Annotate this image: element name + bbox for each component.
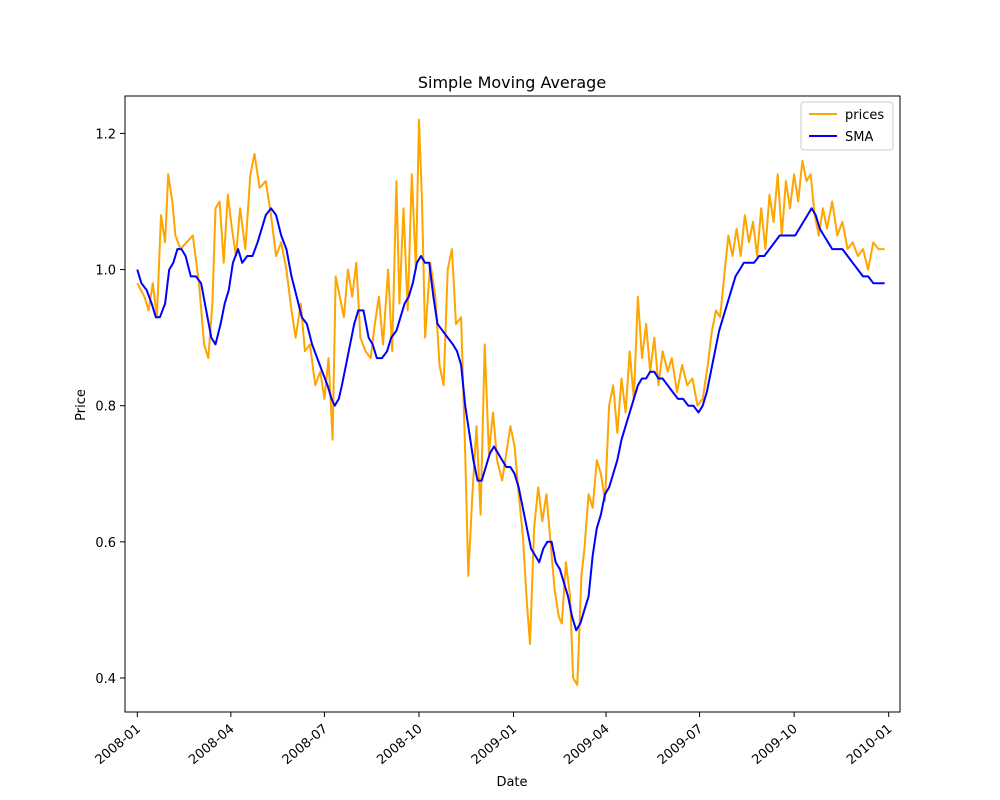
y-tick-label: 0.8 xyxy=(95,400,116,415)
legend-label-sma: SMA xyxy=(845,130,873,145)
y-tick-label: 1.0 xyxy=(95,264,116,279)
y-tick-label: 0.4 xyxy=(95,672,116,687)
series-line-prices xyxy=(136,118,885,686)
y-axis-label: Price xyxy=(74,389,89,421)
plot-area xyxy=(136,118,885,686)
series-line-sma xyxy=(136,207,885,632)
axes-frame xyxy=(124,95,901,713)
legend-label-prices: prices xyxy=(845,108,884,123)
x-axis-label: Date xyxy=(496,775,527,790)
y-tick-label: 0.6 xyxy=(95,536,116,551)
y-axis: 0.4 0.6 0.8 1.0 1.2 xyxy=(95,127,125,687)
chart-title: Simple Moving Average xyxy=(418,73,606,92)
y-tick-label: 1.2 xyxy=(95,127,116,142)
legend: prices SMA xyxy=(800,101,894,151)
